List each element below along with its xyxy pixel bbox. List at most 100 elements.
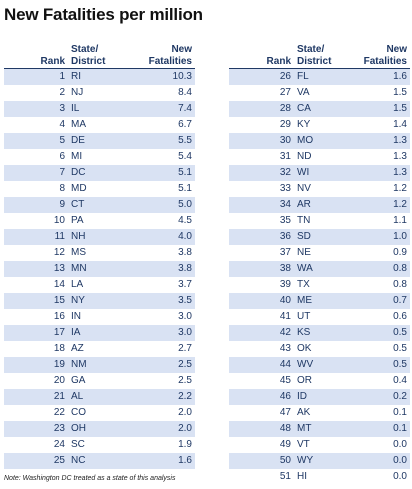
- table-row: 27 VA 1.5: [229, 85, 410, 101]
- fatalities-table-right: Rank State/District New Fatalities 26 FL 1.…: [229, 40, 410, 485]
- table-row: 9 CT 5.0: [4, 197, 195, 213]
- footnote: Note: Washington DC treated as a state o…: [4, 475, 176, 482]
- table-row: 45 OR 0.4: [229, 373, 410, 389]
- rank-cell: 33: [279, 183, 291, 194]
- table-row: 30 MO 1.3: [229, 133, 410, 149]
- state-cell: CT: [68, 197, 120, 213]
- fatalities-cell: 3.0: [178, 311, 192, 322]
- table-header-row: Rank State/District New Fatalities: [229, 40, 410, 69]
- table-row: 47 AK 0.1: [229, 405, 410, 421]
- rank-cell: 31: [279, 151, 291, 162]
- rank-cell: 37: [279, 247, 291, 258]
- header-state: State/District: [68, 40, 120, 69]
- rank-cell: 40: [229, 293, 294, 309]
- state-cell: NE: [297, 247, 311, 258]
- fatalities-cell: 1.6: [120, 453, 195, 469]
- fatalities-cell: 0.0: [346, 453, 410, 469]
- fatalities-cell: 7.4: [120, 101, 195, 117]
- state-cell: NY: [68, 293, 120, 309]
- table-row: 43 OK 0.5: [229, 341, 410, 357]
- table-row: 3 IL 7.4: [4, 101, 195, 117]
- header-rank: Rank: [4, 40, 68, 69]
- fatalities-cell: 0.1: [393, 407, 407, 418]
- state-cell: MN: [68, 261, 120, 277]
- rank-cell: 3: [4, 101, 68, 117]
- header-state-line1: State/: [297, 44, 325, 55]
- rank-cell: 12: [53, 247, 65, 258]
- state-cell: TX: [297, 279, 310, 290]
- table-row: 50 WY 0.0: [229, 453, 410, 469]
- fatalities-cell: 1.1: [393, 215, 407, 226]
- fatalities-cell: 0.1: [346, 421, 410, 437]
- rank-cell: 44: [229, 357, 294, 373]
- rank-cell: 49: [279, 439, 291, 450]
- state-cell: PA: [71, 215, 84, 226]
- rank-cell: 14: [53, 279, 65, 290]
- fatalities-cell: 2.7: [178, 343, 192, 354]
- table-header-row: Rank State/District New Fatalities: [4, 40, 195, 69]
- rank-cell: 6: [59, 151, 65, 162]
- state-cell: RI: [68, 68, 120, 85]
- rank-cell: 36: [229, 229, 294, 245]
- header-fatalities: New Fatalities: [346, 40, 410, 69]
- table-row: 12 MS 3.8: [4, 245, 195, 261]
- table-row: 48 MT 0.1: [229, 421, 410, 437]
- table-row: 10 PA 4.5: [4, 213, 195, 229]
- fatalities-cell: 6.7: [178, 119, 192, 130]
- header-state-line2: District: [297, 56, 332, 67]
- table-row: 6 MI 5.4: [4, 149, 195, 165]
- rank-cell: 39: [279, 279, 291, 290]
- table-row: 21 AL 2.2: [4, 389, 195, 405]
- state-cell: OK: [297, 343, 312, 354]
- fatalities-cell: 0.2: [346, 389, 410, 405]
- rank-cell: 43: [279, 343, 291, 354]
- table-row: 29 KY 1.4: [229, 117, 410, 133]
- state-cell: MT: [294, 421, 346, 437]
- state-cell: IA: [68, 325, 120, 341]
- table-row: 13 MN 3.8: [4, 261, 195, 277]
- rank-cell: 26: [229, 68, 294, 85]
- header-fatalities-line2: Fatalities: [363, 56, 407, 67]
- state-cell: LA: [71, 279, 84, 290]
- table-row: 36 SD 1.0: [229, 229, 410, 245]
- fatalities-cell: 0.0: [393, 471, 407, 482]
- state-cell: MI: [71, 151, 83, 162]
- state-cell: NM: [68, 357, 120, 373]
- table-row: 37 NE 0.9: [229, 245, 410, 261]
- table-row: 51 HI 0.0: [229, 469, 410, 485]
- state-cell: VA: [297, 87, 310, 98]
- fatalities-cell: 1.3: [393, 151, 407, 162]
- header-state-line2: District: [71, 56, 106, 67]
- rank-cell: 27: [279, 87, 291, 98]
- state-cell: WA: [294, 261, 346, 277]
- table-row: 5 DE 5.5: [4, 133, 195, 149]
- table-row: 39 TX 0.8: [229, 277, 410, 293]
- state-cell: TN: [297, 215, 311, 226]
- fatalities-cell: 1.9: [178, 439, 192, 450]
- rank-cell: 1: [4, 68, 68, 85]
- rank-cell: 10: [53, 215, 65, 226]
- rank-cell: 8: [59, 183, 65, 194]
- state-cell: NJ: [71, 87, 84, 98]
- header-state-line1: State/: [71, 44, 99, 55]
- state-cell: GA: [71, 375, 86, 386]
- rank-cell: 2: [59, 87, 65, 98]
- state-cell: MS: [71, 247, 86, 258]
- fatalities-cell: 2.5: [178, 375, 192, 386]
- fatalities-cell: 1.3: [346, 165, 410, 181]
- rank-cell: 29: [279, 119, 291, 130]
- table-row: 19 NM 2.5: [4, 357, 195, 373]
- rank-cell: 50: [229, 453, 294, 469]
- rank-cell: 30: [229, 133, 294, 149]
- state-cell: IN: [71, 311, 81, 322]
- state-cell: IL: [68, 101, 120, 117]
- table-row: 11 NH 4.0: [4, 229, 195, 245]
- state-cell: ID: [294, 389, 346, 405]
- header-fatalities-line1: New: [171, 44, 192, 55]
- fatalities-cell: 0.4: [393, 375, 407, 386]
- fatalities-cell: 3.8: [120, 261, 195, 277]
- rank-cell: 16: [53, 311, 65, 322]
- rank-cell: 21: [4, 389, 68, 405]
- state-cell: HI: [297, 471, 307, 482]
- state-cell: AZ: [71, 343, 84, 354]
